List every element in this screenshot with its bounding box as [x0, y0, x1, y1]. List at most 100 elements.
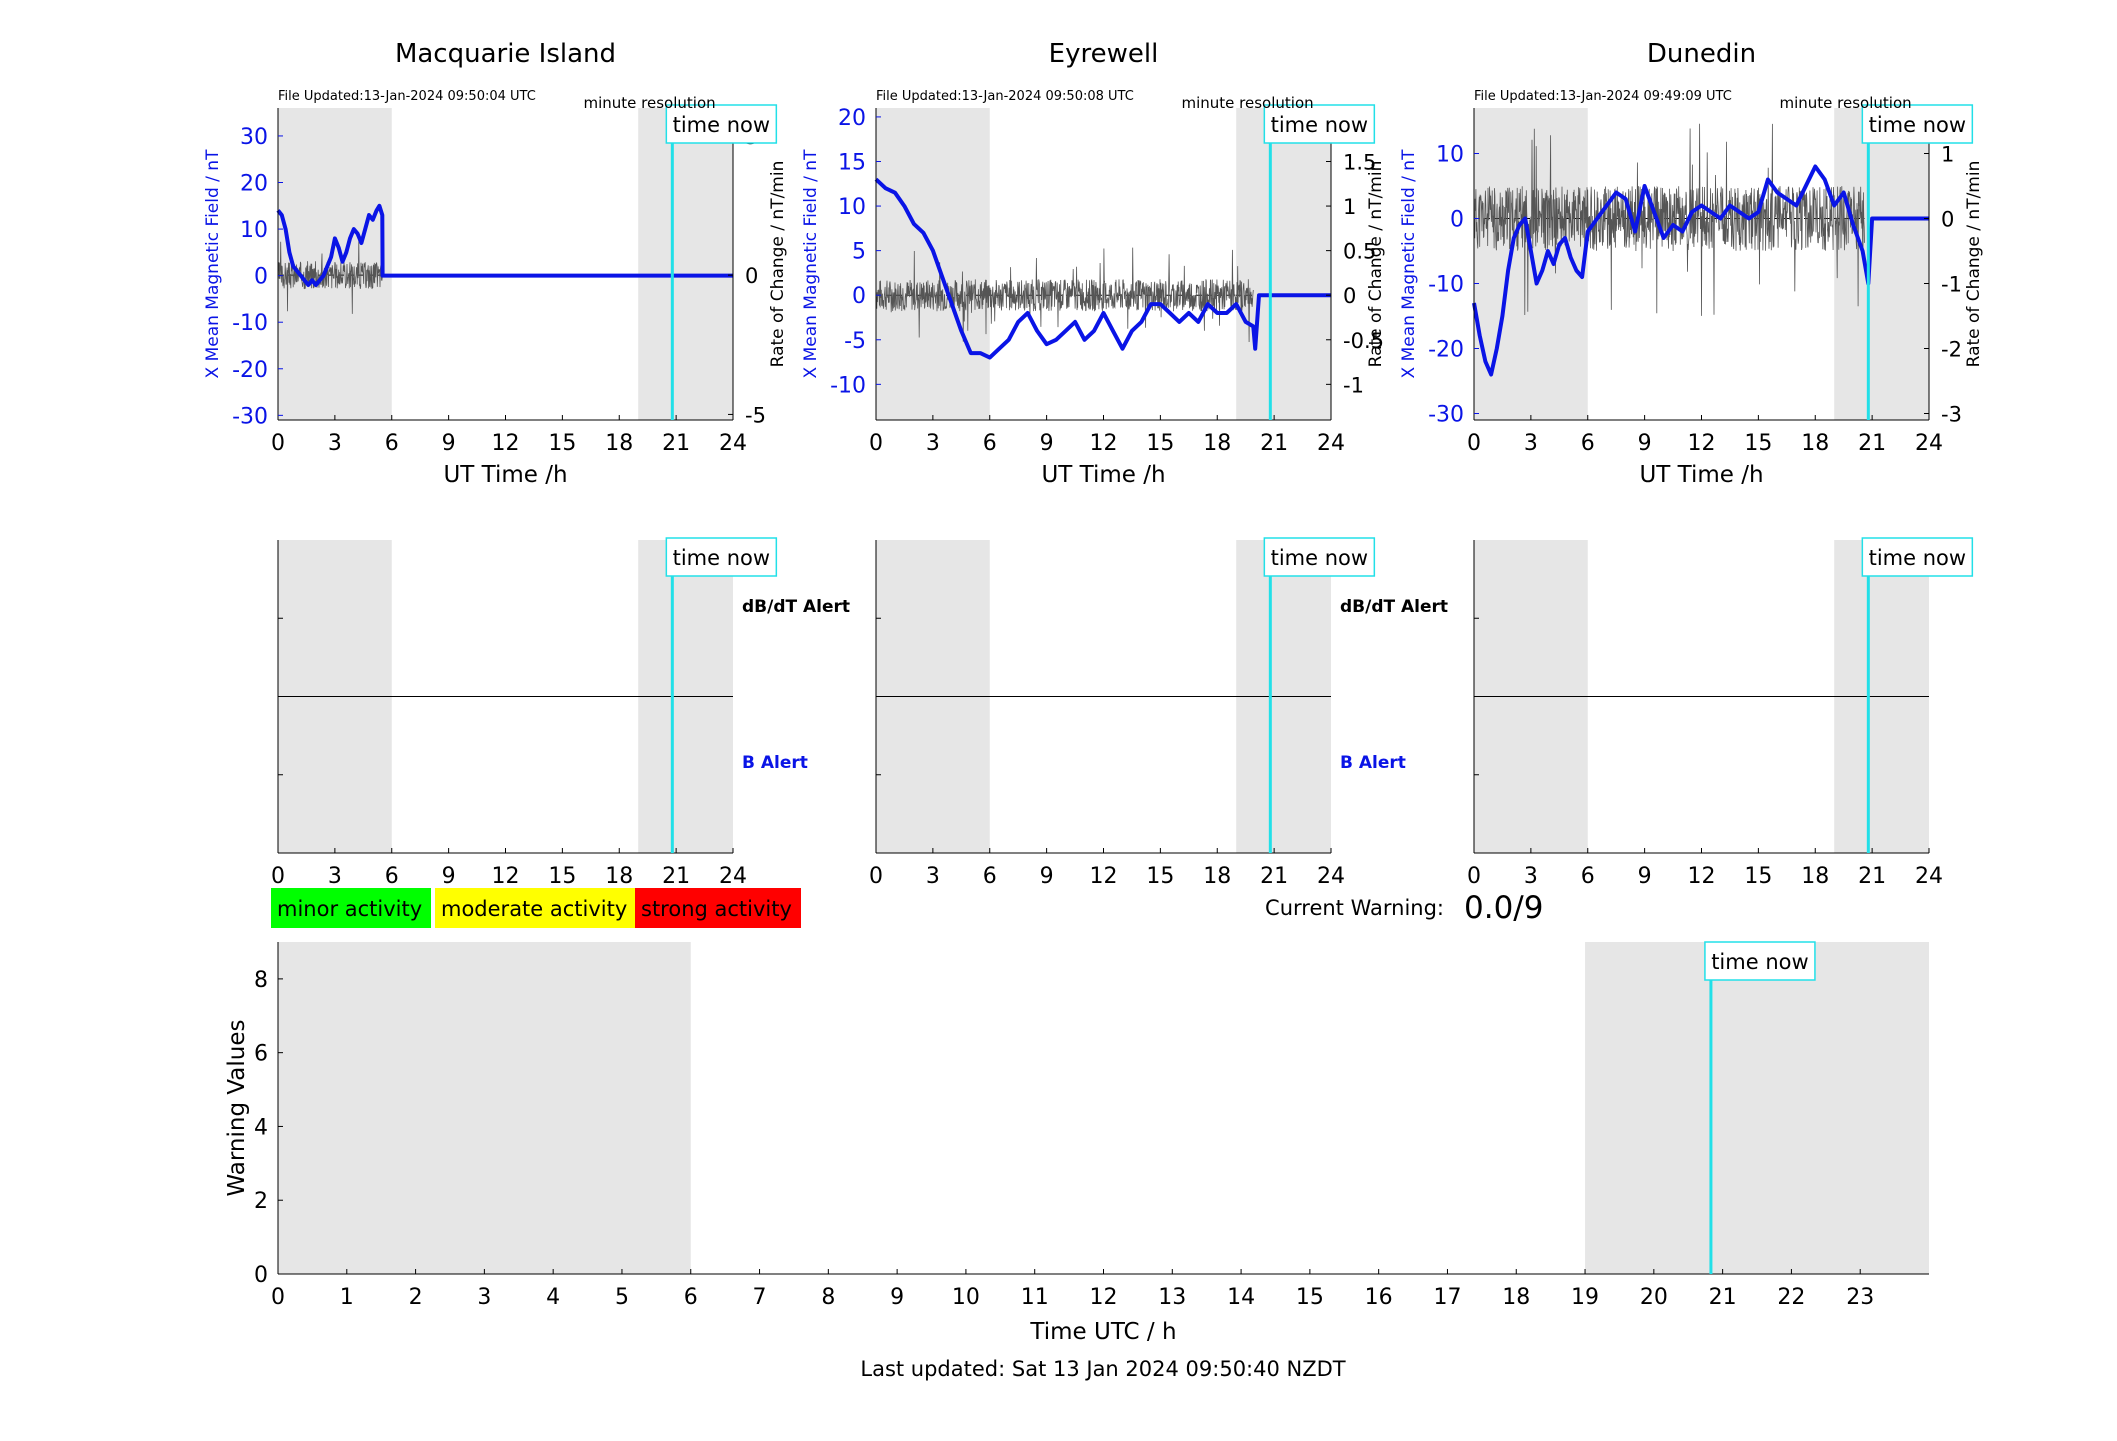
- x-tick-label: 15: [1146, 431, 1174, 456]
- x-tick-label: 21: [1858, 431, 1886, 456]
- b-alert-label: B Alert: [1340, 753, 1406, 773]
- x-tick-label: 9: [1638, 431, 1652, 456]
- x-tick-label: 9: [1040, 431, 1054, 456]
- x-tick-label: 24: [719, 431, 747, 456]
- x-tick-label: 10: [952, 1285, 980, 1310]
- y-left-tick-label: -10: [232, 311, 268, 336]
- x-tick-label: 21: [1858, 864, 1886, 889]
- y-tick-label: 2: [254, 1189, 268, 1214]
- x-tick-label: 6: [983, 431, 997, 456]
- x-tick-label: 9: [442, 431, 456, 456]
- legend-label-moderate: moderate activity: [441, 897, 627, 921]
- x-tick-label: 21: [1709, 1285, 1737, 1310]
- x-tick-label: 0: [869, 864, 883, 889]
- current-warning-value: 0.0/9: [1464, 890, 1543, 926]
- x-tick-label: 24: [719, 864, 747, 889]
- x-tick-label: 21: [1260, 431, 1288, 456]
- x-tick-label: 12: [492, 864, 520, 889]
- x-tick-label: 21: [1260, 864, 1288, 889]
- y-left-tick-label: 30: [240, 125, 268, 150]
- x-tick-label: 4: [546, 1285, 560, 1310]
- x-tick-label: 17: [1433, 1285, 1461, 1310]
- time-now-label: time now: [1711, 950, 1808, 974]
- time-now-label: time now: [1869, 546, 1966, 570]
- y-right-tick-label: 1.5: [1343, 150, 1376, 174]
- x-tick-label: 15: [1744, 864, 1772, 889]
- station-title: Eyrewell: [1049, 39, 1159, 69]
- x-tick-label: 19: [1571, 1285, 1599, 1310]
- y-left-tick-label: -30: [232, 404, 268, 429]
- night-shade: [876, 108, 990, 420]
- legend-label-minor: minor activity: [277, 897, 422, 921]
- y-right-tick-label: 0: [745, 264, 758, 288]
- x-tick-label: 9: [890, 1285, 904, 1310]
- x-tick-label: 15: [548, 431, 576, 456]
- time-now-label: time now: [1271, 546, 1368, 570]
- time-now-box: [1861, 104, 1974, 144]
- x-tick-label: 18: [1801, 864, 1829, 889]
- station-title: Dunedin: [1647, 39, 1756, 69]
- legend-label-strong: strong activity: [641, 897, 792, 921]
- x-tick-label: 24: [1317, 864, 1345, 889]
- y-right-axis-label: Rate of Change / nT/min: [768, 161, 788, 368]
- y-left-tick-label: 10: [838, 195, 866, 220]
- night-shade: [638, 108, 733, 420]
- night-shade: [278, 942, 691, 1274]
- x-tick-label: 16: [1365, 1285, 1393, 1310]
- current-warning-label: Current Warning:: [1265, 896, 1444, 920]
- x-tick-label: 12: [1688, 864, 1716, 889]
- x-tick-label: 18: [605, 864, 633, 889]
- x-tick-label: 5: [615, 1285, 629, 1310]
- time-now-label: time now: [673, 113, 770, 137]
- x-tick-label: 7: [753, 1285, 767, 1310]
- y-right-tick-label: -1: [1941, 273, 1962, 297]
- x-tick-label: 2: [409, 1285, 423, 1310]
- station-panel: 0 3 6 9 12 15 18 21 24 -10 -5 0 5 10 15 20 -1 -0.5 0 0.5 1 1.…: [801, 39, 1386, 488]
- y-right-tick-label: -2: [1941, 338, 1962, 362]
- x-tick-label: 22: [1777, 1285, 1805, 1310]
- x-axis-label: UT Time /h: [443, 462, 567, 488]
- y-right-tick-label: -0.5: [1343, 329, 1384, 353]
- y-right-tick-label: 1: [1343, 195, 1356, 219]
- night-shade: [1585, 942, 1929, 1274]
- time-now-label: time now: [1271, 113, 1368, 137]
- x-tick-label: 13: [1158, 1285, 1186, 1310]
- y-left-tick-label: 10: [240, 218, 268, 243]
- legend-swatch-minor: [271, 888, 431, 928]
- x-tick-label: 18: [605, 431, 633, 456]
- dbdt-alert-label: dB/dT Alert: [1340, 597, 1448, 617]
- x-tick-label: 15: [548, 864, 576, 889]
- y-right-tick-label: -3: [1941, 403, 1962, 427]
- y-left-tick-label: 15: [838, 150, 866, 175]
- time-now-box: [1263, 537, 1376, 577]
- x-tick-label: 12: [1090, 864, 1118, 889]
- x-tick-label: 6: [385, 431, 399, 456]
- y-right-tick-label: -5: [745, 403, 766, 427]
- x-tick-label: 3: [477, 1285, 491, 1310]
- x-tick-label: 3: [328, 431, 342, 456]
- x-tick-label: 3: [926, 431, 940, 456]
- last-updated-label: Last updated: Sat 13 Jan 2024 09:50:40 N…: [860, 1357, 1345, 1381]
- y-left-tick-label: 0: [254, 265, 268, 290]
- y-left-tick-label: 10: [1436, 143, 1464, 168]
- resolution-label: minute resolution: [584, 94, 716, 112]
- y-right-tick-label: 0: [1941, 208, 1954, 232]
- y-axis-label: Warning Values: [224, 1019, 250, 1196]
- night-shade: [1236, 108, 1331, 420]
- x-tick-label: 18: [1203, 864, 1231, 889]
- y-left-axis-label: X Mean Magnetic Field / nT: [1399, 149, 1419, 379]
- x-tick-label: 0: [1467, 864, 1481, 889]
- x-tick-label: 6: [1581, 864, 1595, 889]
- x-tick-label: 24: [1317, 431, 1345, 456]
- x-tick-label: 12: [1688, 431, 1716, 456]
- y-left-tick-label: 0: [1450, 208, 1464, 233]
- y-tick-label: 0: [254, 1263, 268, 1288]
- legend-swatch-strong: [635, 888, 801, 928]
- x-tick-label: 23: [1846, 1285, 1874, 1310]
- x-tick-label: 9: [1040, 864, 1054, 889]
- x-tick-label: 12: [1090, 1285, 1118, 1310]
- x-tick-label: 6: [684, 1285, 698, 1310]
